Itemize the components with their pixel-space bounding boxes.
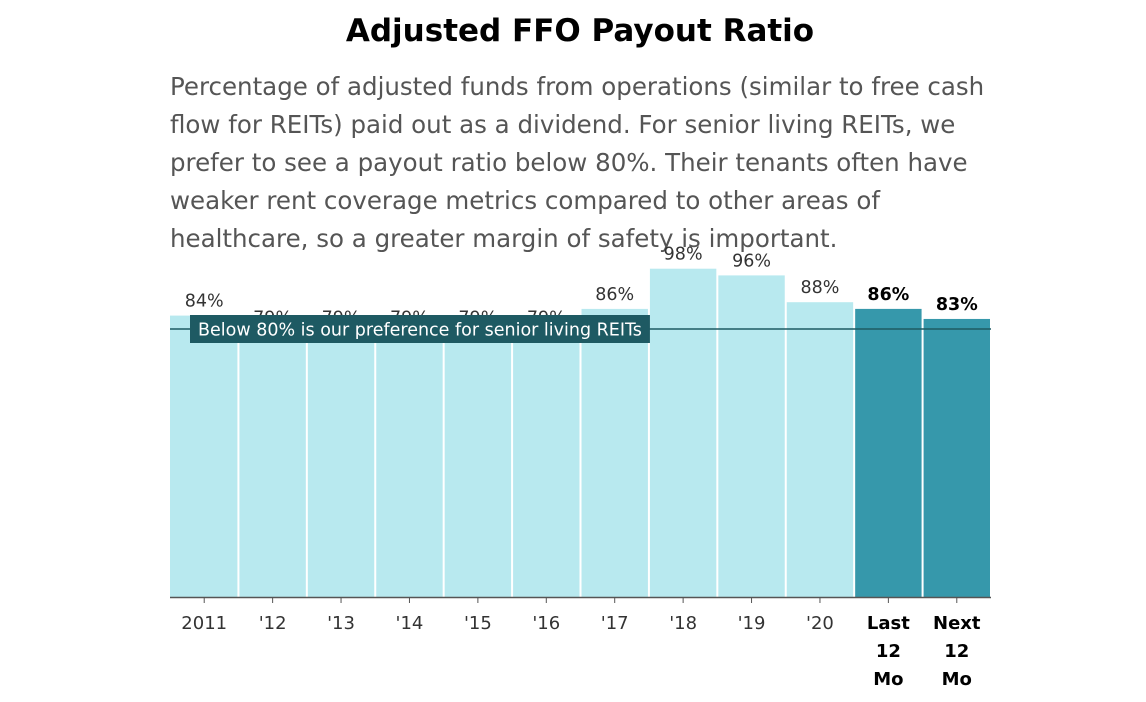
bar-value-label: 83% [936, 295, 978, 315]
bar-value-label: 86% [595, 285, 634, 305]
bar [376, 332, 443, 597]
chart-description: Percentage of adjusted funds from operat… [170, 72, 985, 253]
x-tick-label: '15 [464, 613, 492, 634]
bar [581, 308, 648, 597]
bar-value-label: 84% [185, 292, 224, 312]
x-tick-label: Mo [873, 669, 903, 690]
bar [855, 308, 922, 597]
x-tick-label: Mo [942, 669, 972, 690]
bar [718, 275, 785, 597]
x-tick-label: '12 [259, 613, 287, 634]
x-tick-label: '20 [806, 613, 834, 634]
bar-value-label: 98% [664, 245, 703, 265]
bar [307, 332, 375, 597]
bar [786, 302, 854, 597]
x-tick-label: Next [933, 613, 981, 634]
x-tick-label: 12 [876, 641, 901, 662]
bar-value-label: 88% [801, 278, 840, 298]
bar [513, 332, 580, 597]
x-tick-label: '18 [669, 613, 697, 634]
chart-title: Adjusted FFO Payout Ratio [345, 13, 815, 49]
bar [170, 315, 238, 597]
bar [923, 318, 990, 597]
x-tick-label: '16 [532, 613, 560, 634]
bar [444, 332, 512, 597]
reference-label-box [190, 315, 650, 343]
x-tick-label: 2011 [181, 613, 227, 634]
bar-value-label: 96% [732, 251, 771, 271]
reference-label: Below 80% is our preference for senior l… [198, 321, 642, 341]
bar [239, 332, 306, 597]
x-tick-label: '17 [601, 613, 629, 634]
x-tick-label: '14 [396, 613, 424, 634]
bar-value-label: 86% [867, 285, 909, 305]
x-tick-label: 12 [944, 641, 969, 662]
x-tick-label: Last [867, 613, 910, 634]
bar [649, 268, 717, 597]
x-tick-label: '13 [327, 613, 355, 634]
x-tick-label: '19 [738, 613, 766, 634]
